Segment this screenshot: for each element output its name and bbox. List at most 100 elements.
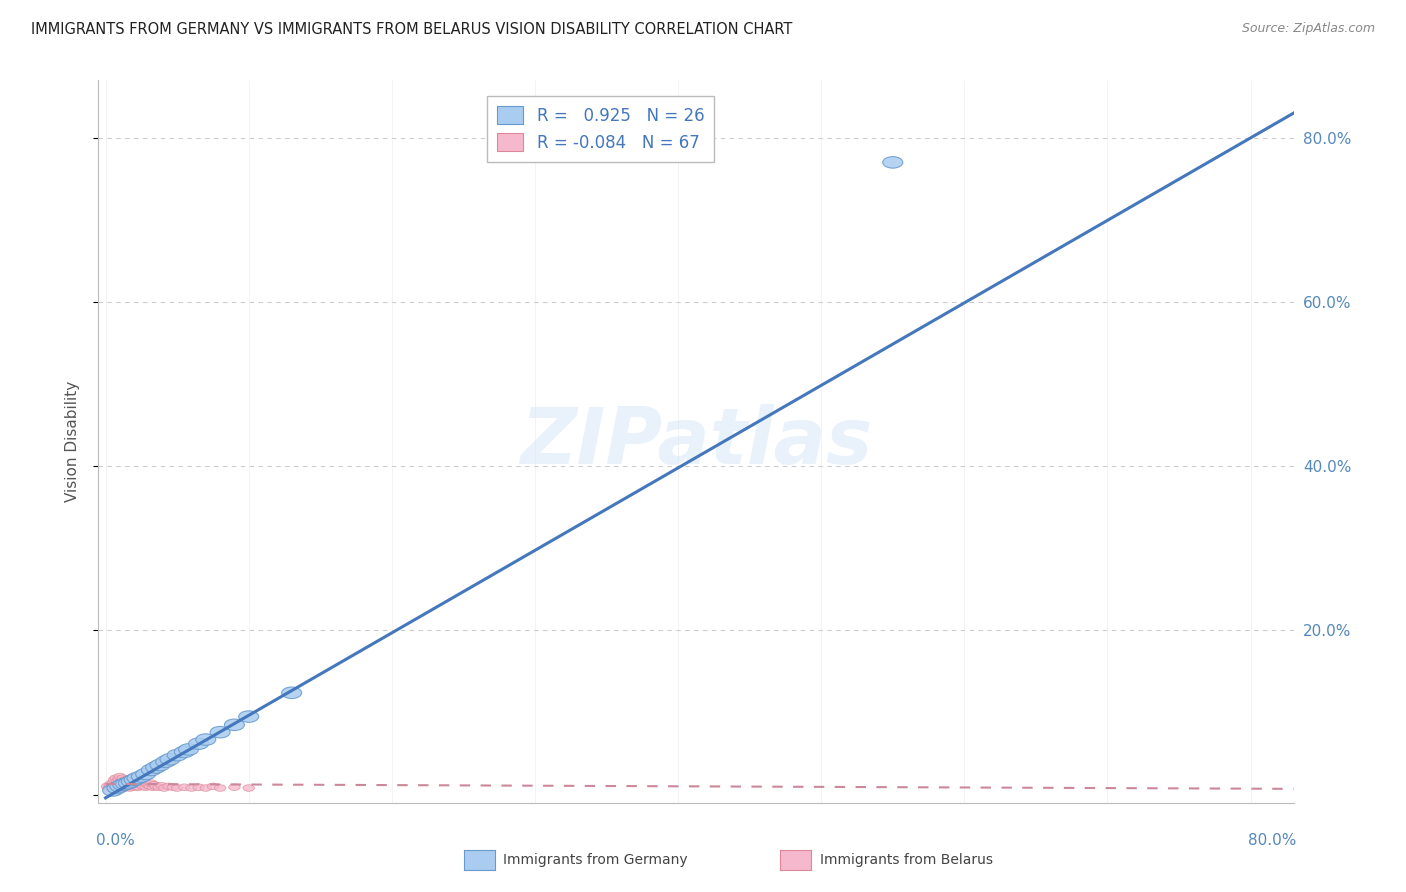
Ellipse shape	[110, 780, 129, 792]
Ellipse shape	[129, 781, 142, 788]
Text: Immigrants from Germany: Immigrants from Germany	[503, 853, 688, 867]
Ellipse shape	[179, 744, 198, 756]
Ellipse shape	[139, 779, 150, 786]
Ellipse shape	[153, 784, 165, 790]
Ellipse shape	[115, 783, 127, 789]
Ellipse shape	[883, 157, 903, 168]
Ellipse shape	[136, 783, 149, 789]
Ellipse shape	[112, 779, 132, 790]
Ellipse shape	[111, 778, 122, 785]
Ellipse shape	[127, 783, 139, 789]
Ellipse shape	[146, 780, 157, 787]
Ellipse shape	[167, 784, 179, 790]
Ellipse shape	[131, 771, 152, 782]
Ellipse shape	[131, 779, 143, 786]
Ellipse shape	[114, 784, 125, 790]
Ellipse shape	[118, 785, 129, 791]
Ellipse shape	[127, 772, 148, 784]
Y-axis label: Vision Disability: Vision Disability	[65, 381, 80, 502]
Ellipse shape	[121, 784, 132, 790]
Ellipse shape	[145, 783, 156, 789]
Ellipse shape	[118, 777, 139, 789]
Ellipse shape	[114, 773, 125, 780]
Ellipse shape	[167, 749, 187, 761]
Ellipse shape	[200, 785, 211, 791]
Ellipse shape	[122, 781, 134, 788]
Ellipse shape	[159, 785, 170, 791]
Ellipse shape	[110, 781, 121, 788]
Ellipse shape	[150, 783, 162, 789]
Ellipse shape	[108, 783, 120, 789]
Ellipse shape	[132, 784, 145, 790]
Ellipse shape	[141, 784, 152, 790]
Legend: R =   0.925   N = 26, R = -0.084   N = 67: R = 0.925 N = 26, R = -0.084 N = 67	[486, 95, 714, 161]
Text: 80.0%: 80.0%	[1249, 833, 1296, 848]
Ellipse shape	[148, 784, 159, 790]
Ellipse shape	[135, 781, 148, 788]
Ellipse shape	[120, 782, 131, 789]
Ellipse shape	[124, 778, 135, 785]
Ellipse shape	[122, 776, 134, 782]
Ellipse shape	[239, 711, 259, 723]
Ellipse shape	[124, 774, 145, 786]
Ellipse shape	[121, 779, 132, 786]
Ellipse shape	[207, 783, 219, 789]
Ellipse shape	[186, 785, 197, 791]
Ellipse shape	[163, 783, 174, 789]
Ellipse shape	[103, 785, 122, 797]
Ellipse shape	[150, 759, 170, 771]
Ellipse shape	[243, 785, 254, 791]
Ellipse shape	[229, 784, 240, 790]
Ellipse shape	[117, 775, 128, 781]
Ellipse shape	[117, 781, 128, 788]
Ellipse shape	[115, 778, 135, 789]
Ellipse shape	[142, 780, 153, 788]
Ellipse shape	[214, 785, 226, 791]
Ellipse shape	[115, 777, 127, 784]
Ellipse shape	[160, 754, 180, 765]
Ellipse shape	[104, 781, 115, 788]
Ellipse shape	[108, 777, 120, 783]
Ellipse shape	[118, 778, 129, 785]
Ellipse shape	[188, 738, 208, 749]
Ellipse shape	[121, 776, 142, 788]
Text: Immigrants from Belarus: Immigrants from Belarus	[820, 853, 993, 867]
Ellipse shape	[120, 777, 131, 783]
Ellipse shape	[142, 764, 162, 776]
Ellipse shape	[129, 775, 142, 781]
Ellipse shape	[156, 756, 176, 767]
Ellipse shape	[111, 785, 122, 791]
Ellipse shape	[112, 776, 124, 782]
Text: Source: ZipAtlas.com: Source: ZipAtlas.com	[1241, 22, 1375, 36]
Ellipse shape	[149, 781, 160, 788]
Ellipse shape	[105, 784, 117, 790]
Ellipse shape	[156, 782, 167, 789]
Ellipse shape	[128, 784, 141, 790]
Ellipse shape	[124, 785, 135, 791]
Ellipse shape	[135, 768, 156, 780]
Ellipse shape	[193, 784, 204, 790]
Ellipse shape	[110, 775, 121, 781]
Ellipse shape	[179, 784, 190, 790]
Ellipse shape	[125, 777, 136, 783]
Ellipse shape	[112, 782, 124, 789]
Ellipse shape	[172, 785, 183, 791]
Text: IMMIGRANTS FROM GERMANY VS IMMIGRANTS FROM BELARUS VISION DISABILITY CORRELATION: IMMIGRANTS FROM GERMANY VS IMMIGRANTS FR…	[31, 22, 793, 37]
Ellipse shape	[195, 734, 215, 746]
Ellipse shape	[225, 719, 245, 731]
Ellipse shape	[134, 780, 146, 788]
Ellipse shape	[128, 777, 141, 784]
Ellipse shape	[281, 687, 302, 698]
Ellipse shape	[146, 762, 166, 773]
Text: ZIPatlas: ZIPatlas	[520, 403, 872, 480]
Ellipse shape	[174, 746, 194, 757]
Ellipse shape	[107, 782, 127, 794]
Text: 0.0%: 0.0%	[96, 833, 135, 848]
Ellipse shape	[209, 726, 231, 738]
Ellipse shape	[143, 782, 155, 789]
Ellipse shape	[125, 782, 136, 789]
Ellipse shape	[114, 780, 125, 787]
Ellipse shape	[131, 783, 143, 789]
Ellipse shape	[127, 779, 139, 786]
Ellipse shape	[101, 783, 112, 789]
